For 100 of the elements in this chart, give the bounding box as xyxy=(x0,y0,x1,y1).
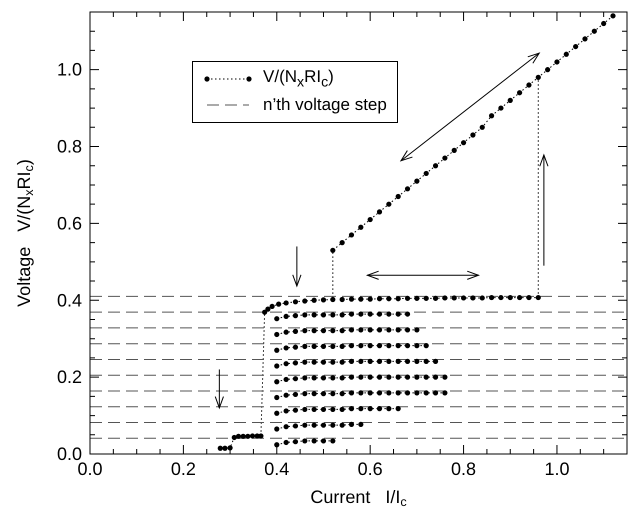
x-tick-label: 0.8 xyxy=(451,458,476,479)
point xyxy=(396,311,401,317)
point xyxy=(348,296,354,302)
point xyxy=(376,209,382,214)
point xyxy=(414,296,420,301)
point xyxy=(274,410,280,416)
point xyxy=(452,148,457,153)
point xyxy=(396,390,401,396)
point xyxy=(582,36,588,42)
point xyxy=(340,296,345,302)
y-tick-label: 0.6 xyxy=(56,213,82,234)
point xyxy=(227,445,233,450)
point xyxy=(302,298,308,304)
point xyxy=(508,98,513,103)
point xyxy=(250,433,256,439)
point xyxy=(508,294,513,300)
point xyxy=(330,422,336,428)
point xyxy=(442,295,448,301)
point xyxy=(368,327,373,332)
point xyxy=(284,300,289,306)
x-tick-label: 1.0 xyxy=(544,458,570,479)
point xyxy=(376,358,382,364)
point xyxy=(404,296,410,301)
point xyxy=(274,316,280,322)
point xyxy=(386,296,392,302)
point xyxy=(610,13,616,18)
point xyxy=(396,327,401,332)
point xyxy=(292,376,298,382)
point xyxy=(284,408,289,414)
point xyxy=(284,440,289,446)
point xyxy=(330,391,336,396)
point xyxy=(320,375,326,380)
point xyxy=(376,296,382,302)
point xyxy=(330,438,336,444)
point xyxy=(284,330,289,335)
point xyxy=(526,294,532,300)
point xyxy=(526,82,532,88)
point xyxy=(432,390,438,396)
point xyxy=(302,344,308,349)
point xyxy=(564,52,569,57)
point xyxy=(368,343,373,348)
point xyxy=(368,296,373,302)
point xyxy=(424,358,429,364)
y-tick-label: 1.0 xyxy=(56,60,82,80)
point xyxy=(284,345,289,351)
point xyxy=(292,439,298,444)
point xyxy=(262,310,268,315)
point xyxy=(414,178,420,184)
point xyxy=(330,360,336,365)
point xyxy=(376,311,382,317)
point xyxy=(320,406,326,412)
point xyxy=(358,390,364,396)
point xyxy=(573,44,578,50)
point xyxy=(302,328,308,334)
point xyxy=(320,297,326,302)
point xyxy=(386,358,392,364)
point xyxy=(432,374,438,380)
point xyxy=(460,140,466,146)
point xyxy=(274,348,280,353)
point xyxy=(340,328,345,334)
point xyxy=(340,240,345,246)
point xyxy=(358,311,364,317)
x-axis-title: Current I/I$_{c}$ xyxy=(310,487,407,510)
point xyxy=(312,360,317,365)
x-tick-label: 0.2 xyxy=(170,458,196,479)
point xyxy=(245,434,250,439)
point xyxy=(312,344,317,349)
point xyxy=(320,438,326,444)
point xyxy=(302,312,308,318)
point xyxy=(442,374,448,380)
point xyxy=(414,374,420,380)
point xyxy=(404,374,410,380)
point xyxy=(404,390,410,396)
point xyxy=(348,343,354,348)
point xyxy=(386,406,392,412)
point xyxy=(536,74,541,80)
point xyxy=(292,360,298,366)
point xyxy=(358,343,364,348)
point xyxy=(302,422,308,428)
point xyxy=(312,391,317,396)
point xyxy=(368,390,373,396)
point xyxy=(340,391,345,396)
point xyxy=(386,311,392,317)
point xyxy=(284,314,289,320)
point xyxy=(302,438,308,444)
point xyxy=(414,358,420,364)
point xyxy=(386,327,392,332)
point xyxy=(274,426,280,432)
point xyxy=(432,296,438,301)
legend-label: n’th voltage step xyxy=(263,94,387,115)
point xyxy=(480,295,485,301)
point xyxy=(498,105,504,111)
point xyxy=(302,391,308,396)
point xyxy=(312,406,317,412)
point xyxy=(292,392,298,398)
point xyxy=(340,406,345,412)
point xyxy=(292,344,298,350)
point xyxy=(470,132,476,138)
point xyxy=(284,361,289,366)
point xyxy=(218,446,223,451)
